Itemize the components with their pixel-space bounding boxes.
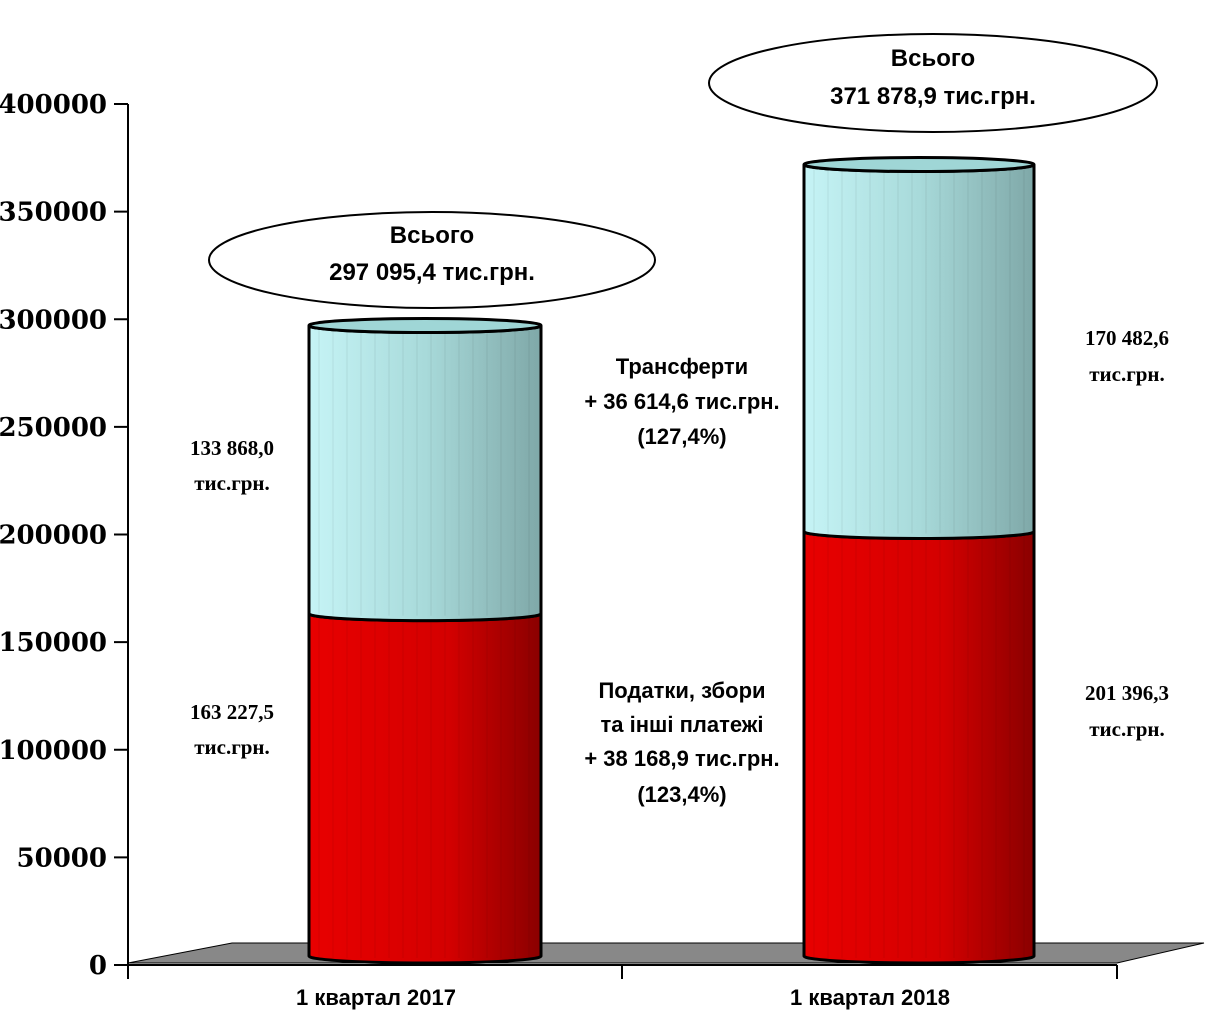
segment-unit-2018-transfers: тис.грн. (1089, 362, 1165, 386)
bar-2017-transfers (307, 324, 543, 623)
total-label: Всього (891, 45, 975, 72)
y-tick-label: 200000 (0, 521, 107, 551)
segment-value-2018-transfers: 170 482,6 (1085, 326, 1169, 350)
bar-2018-transfers-stripes (813, 168, 1025, 534)
segment-value-2017-taxes: 163 227,5 (190, 700, 274, 724)
total-bubble-shape (708, 33, 1158, 133)
chart-floor (127, 942, 1205, 964)
y-tick-label: 250000 (0, 413, 107, 443)
total-bubble-shape (208, 211, 656, 309)
bar-2017-taxes-stripes (318, 617, 530, 958)
x-category-label: 1 квартал 2018 (790, 985, 950, 1010)
bar-2018-taxes-stripes (813, 535, 1025, 958)
bar-2018-taxes (802, 530, 1036, 965)
y-tick-label: 100000 (0, 736, 107, 766)
y-tick-label: 150000 (0, 628, 107, 658)
y-tick-label: 50000 (17, 843, 107, 873)
bar-2018-cap (802, 156, 1036, 174)
segment-value-2018-taxes: 201 396,3 (1085, 681, 1169, 705)
bar-2018-divider (803, 530, 1035, 540)
bar-2017-transfers-stripes (318, 329, 530, 616)
bar-2017-taxes (307, 612, 543, 965)
bar-2017-divider (308, 613, 542, 622)
total-value: 297 095,4 тис.грн. (329, 259, 535, 286)
annotation-line: та інші платежі (600, 712, 763, 737)
x-category-label: 1 квартал 2017 (296, 985, 456, 1010)
annotation-line: Трансферти (616, 354, 748, 379)
annotation-line: (123,4%) (637, 782, 726, 807)
segment-value-2017-transfers: 133 868,0 (190, 436, 274, 460)
y-tick-label: 350000 (0, 198, 107, 228)
transfers-annotation: Трансферти + 36 614,6 тис.грн. (127,4%) (584, 354, 779, 449)
bar-2018-transfers (802, 163, 1036, 540)
y-tick-label: 400000 (0, 90, 107, 120)
bar-2017-cap (307, 317, 543, 335)
segment-unit-2018-taxes: тис.грн. (1089, 717, 1165, 741)
total-label: Всього (390, 222, 474, 249)
segment-unit-2017-transfers: тис.грн. (194, 471, 270, 495)
annotation-line: + 36 614,6 тис.грн. (584, 389, 779, 414)
y-tick-label: 0 (89, 951, 107, 981)
annotation-line: Податки, збори (598, 678, 765, 703)
annotation-line: + 38 168,9 тис.грн. (584, 746, 779, 771)
annotation-line: (127,4%) (637, 424, 726, 449)
total-value: 371 878,9 тис.грн. (830, 83, 1036, 110)
total-bubble-2017: Всього 297 095,4 тис.грн. (208, 211, 656, 309)
total-bubble-2018: Всього 371 878,9 тис.грн. (708, 33, 1158, 133)
segment-unit-2017-taxes: тис.грн. (194, 735, 270, 759)
taxes-annotation: Податки, збори та інші платежі + 38 168,… (584, 678, 779, 807)
y-tick-label: 300000 (0, 305, 107, 335)
